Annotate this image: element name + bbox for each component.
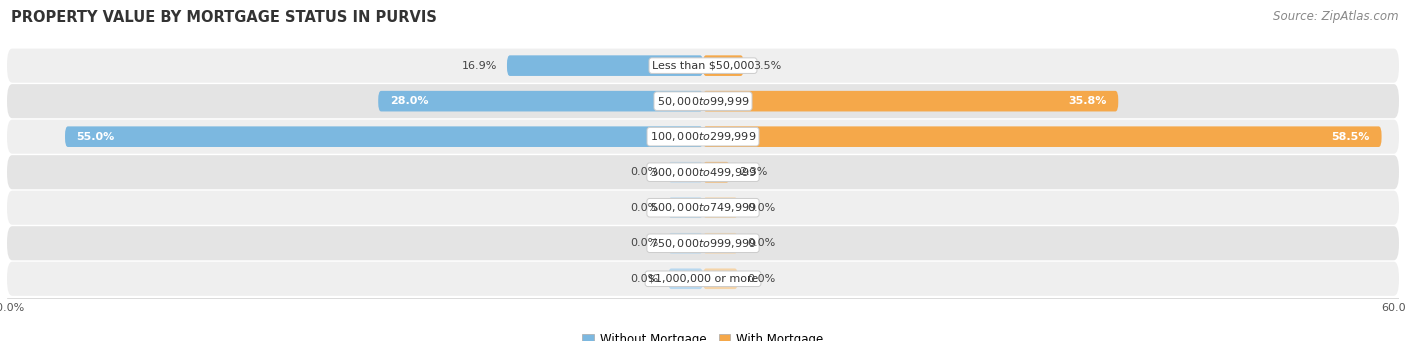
Text: Less than $50,000: Less than $50,000 [652,61,754,71]
FancyBboxPatch shape [7,262,1399,296]
Text: 3.5%: 3.5% [752,61,782,71]
FancyBboxPatch shape [668,197,703,218]
FancyBboxPatch shape [508,55,703,76]
FancyBboxPatch shape [703,55,744,76]
FancyBboxPatch shape [703,127,1382,147]
Text: 0.0%: 0.0% [747,274,775,284]
Text: 58.5%: 58.5% [1331,132,1369,142]
Text: $750,000 to $999,999: $750,000 to $999,999 [650,237,756,250]
FancyBboxPatch shape [668,233,703,254]
Text: 35.8%: 35.8% [1069,96,1107,106]
Text: 0.0%: 0.0% [631,274,659,284]
FancyBboxPatch shape [668,162,703,182]
Legend: Without Mortgage, With Mortgage: Without Mortgage, With Mortgage [578,328,828,341]
Text: 0.0%: 0.0% [631,238,659,248]
Text: 28.0%: 28.0% [389,96,429,106]
Text: $1,000,000 or more: $1,000,000 or more [648,274,758,284]
FancyBboxPatch shape [7,48,1399,83]
Text: $100,000 to $299,999: $100,000 to $299,999 [650,130,756,143]
Text: 55.0%: 55.0% [76,132,115,142]
Text: 2.3%: 2.3% [740,167,768,177]
FancyBboxPatch shape [703,233,738,254]
Text: 0.0%: 0.0% [631,167,659,177]
FancyBboxPatch shape [703,268,738,289]
FancyBboxPatch shape [7,155,1399,189]
Text: 0.0%: 0.0% [631,203,659,213]
FancyBboxPatch shape [703,91,1118,112]
FancyBboxPatch shape [7,84,1399,118]
Text: Source: ZipAtlas.com: Source: ZipAtlas.com [1274,10,1399,23]
Text: $500,000 to $749,999: $500,000 to $749,999 [650,201,756,214]
FancyBboxPatch shape [703,162,730,182]
FancyBboxPatch shape [65,127,703,147]
Text: 0.0%: 0.0% [747,238,775,248]
Text: $50,000 to $99,999: $50,000 to $99,999 [657,95,749,108]
FancyBboxPatch shape [703,197,738,218]
FancyBboxPatch shape [7,191,1399,225]
Text: 16.9%: 16.9% [463,61,498,71]
FancyBboxPatch shape [378,91,703,112]
FancyBboxPatch shape [7,226,1399,260]
Text: 0.0%: 0.0% [747,203,775,213]
Text: PROPERTY VALUE BY MORTGAGE STATUS IN PURVIS: PROPERTY VALUE BY MORTGAGE STATUS IN PUR… [11,10,437,25]
Text: $300,000 to $499,999: $300,000 to $499,999 [650,166,756,179]
FancyBboxPatch shape [668,268,703,289]
FancyBboxPatch shape [7,120,1399,154]
